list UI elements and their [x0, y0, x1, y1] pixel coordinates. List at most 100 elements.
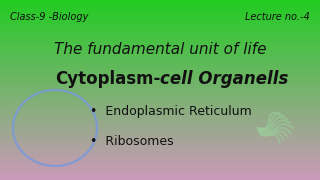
Bar: [0, 123, 320, 124]
Bar: [0, 140, 320, 141]
Bar: [0, 75, 320, 76]
Bar: [0, 51, 320, 52]
Bar: [0, 99, 320, 100]
Bar: [0, 55, 320, 56]
Bar: [0, 177, 320, 178]
Bar: [0, 92, 320, 93]
Bar: [0, 82, 320, 83]
Bar: [0, 58, 320, 59]
Bar: [0, 30, 320, 31]
Bar: [0, 169, 320, 170]
Bar: [0, 121, 320, 122]
Bar: [0, 40, 320, 41]
Bar: [0, 157, 320, 158]
Bar: [0, 46, 320, 47]
Bar: [0, 148, 320, 149]
Bar: [0, 131, 320, 132]
Bar: [0, 2, 320, 3]
Bar: [0, 138, 320, 139]
Bar: [0, 90, 320, 91]
Bar: [0, 94, 320, 95]
Bar: [0, 165, 320, 166]
Bar: [0, 44, 320, 45]
Bar: [0, 48, 320, 49]
Bar: [0, 56, 320, 57]
Bar: [0, 124, 320, 125]
Bar: [0, 65, 320, 66]
Bar: [0, 86, 320, 87]
Bar: [0, 85, 320, 86]
Bar: [0, 62, 320, 63]
Bar: [0, 88, 320, 89]
Bar: [0, 20, 320, 21]
Bar: [0, 96, 320, 97]
Bar: [0, 129, 320, 130]
Bar: [0, 25, 320, 26]
Bar: [0, 147, 320, 148]
Bar: [0, 168, 320, 169]
Bar: [0, 113, 320, 114]
Bar: [0, 59, 320, 60]
Bar: [0, 78, 320, 79]
Bar: [0, 29, 320, 30]
Bar: [0, 146, 320, 147]
Bar: [0, 79, 320, 80]
Bar: [0, 101, 320, 102]
Bar: [0, 179, 320, 180]
Bar: [0, 128, 320, 129]
Bar: [0, 103, 320, 104]
Bar: [0, 38, 320, 39]
Bar: [0, 135, 320, 136]
Bar: [0, 126, 320, 127]
Bar: [0, 114, 320, 115]
Bar: [0, 16, 320, 17]
Bar: [0, 23, 320, 24]
Bar: [0, 170, 320, 171]
Bar: [0, 53, 320, 54]
Bar: [0, 37, 320, 38]
Bar: [0, 31, 320, 32]
Bar: [0, 39, 320, 40]
Bar: [0, 166, 320, 167]
Bar: [0, 33, 320, 34]
Bar: [0, 68, 320, 69]
Bar: [0, 153, 320, 154]
Bar: [0, 9, 320, 10]
Bar: [0, 144, 320, 145]
Bar: [0, 22, 320, 23]
Bar: [0, 73, 320, 74]
Bar: [0, 167, 320, 168]
Bar: [0, 12, 320, 13]
Text: Cytoplasm-: Cytoplasm-: [55, 70, 160, 88]
Bar: [0, 4, 320, 5]
Bar: [0, 34, 320, 35]
Bar: [0, 120, 320, 121]
Bar: [0, 142, 320, 143]
Bar: [0, 111, 320, 112]
Bar: [0, 63, 320, 64]
Text: •  Ribosomes: • Ribosomes: [90, 135, 174, 148]
Bar: [0, 17, 320, 18]
Bar: [0, 163, 320, 164]
Bar: [0, 54, 320, 55]
Text: •  Endoplasmic Reticulum: • Endoplasmic Reticulum: [90, 105, 252, 118]
Bar: [0, 8, 320, 9]
Bar: [0, 13, 320, 14]
Bar: [0, 137, 320, 138]
Bar: [0, 119, 320, 120]
Bar: [0, 106, 320, 107]
Bar: [0, 0, 320, 1]
Bar: [0, 64, 320, 65]
Bar: [0, 71, 320, 72]
Bar: [0, 143, 320, 144]
Bar: [0, 28, 320, 29]
Bar: [0, 57, 320, 58]
Bar: [0, 42, 320, 43]
Bar: [0, 43, 320, 44]
Bar: [0, 102, 320, 103]
Bar: [0, 156, 320, 157]
Bar: [0, 61, 320, 62]
Bar: [0, 155, 320, 156]
Bar: [0, 175, 320, 176]
Bar: [0, 27, 320, 28]
